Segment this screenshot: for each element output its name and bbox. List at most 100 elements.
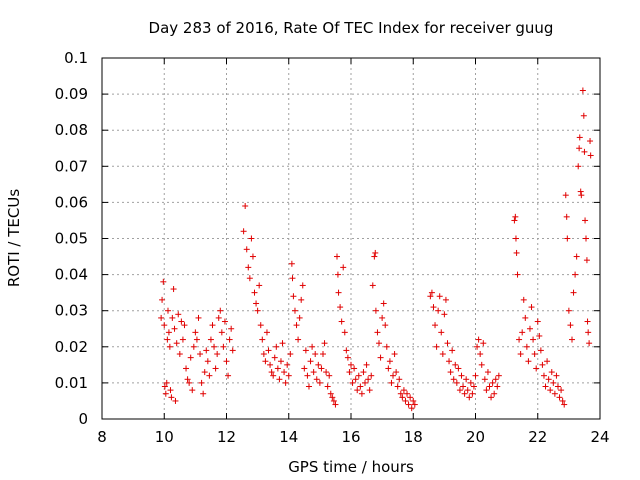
data-point <box>512 235 519 242</box>
data-point <box>531 351 538 358</box>
data-point <box>161 322 168 329</box>
data-point <box>341 329 348 336</box>
data-point <box>563 213 570 220</box>
data-point <box>427 293 434 300</box>
data-point <box>399 394 406 401</box>
data-point <box>565 307 572 314</box>
data-point <box>572 271 579 278</box>
data-point <box>548 369 555 376</box>
data-point <box>270 372 277 379</box>
data-point <box>243 246 250 253</box>
data-point <box>206 372 213 379</box>
data-point <box>291 307 298 314</box>
data-point <box>517 351 524 358</box>
data-point <box>173 340 180 347</box>
y-axis-label: ROTI / TECUs <box>5 189 23 287</box>
data-point <box>452 361 459 368</box>
data-point <box>446 358 453 365</box>
data-point <box>453 379 460 386</box>
data-point <box>400 387 407 394</box>
data-point <box>315 361 322 368</box>
data-point <box>447 369 454 376</box>
data-point <box>354 387 361 394</box>
data-point <box>193 336 200 343</box>
data-point <box>254 307 261 314</box>
data-point <box>520 296 527 303</box>
data-point <box>273 343 280 350</box>
data-point <box>337 304 344 311</box>
data-point <box>316 379 323 386</box>
data-point <box>271 354 278 361</box>
data-point <box>553 372 560 379</box>
data-point <box>218 329 225 336</box>
data-point <box>489 379 496 386</box>
x-tick-label: 14 <box>279 428 298 446</box>
data-point <box>558 387 565 394</box>
x-tick-label: 22 <box>528 428 547 446</box>
data-point <box>282 379 289 386</box>
data-point <box>329 394 336 401</box>
data-point <box>483 387 490 394</box>
data-point <box>262 358 269 365</box>
data-point <box>576 145 583 152</box>
data-point <box>514 271 521 278</box>
data-point <box>259 336 266 343</box>
data-point <box>346 369 353 376</box>
data-point <box>161 383 168 390</box>
data-point <box>363 361 370 368</box>
data-point <box>495 372 502 379</box>
data-point <box>171 325 178 332</box>
data-point <box>393 369 400 376</box>
data-point <box>430 304 437 311</box>
data-point <box>554 383 561 390</box>
data-point <box>578 192 585 199</box>
data-point <box>394 383 401 390</box>
data-point <box>323 369 330 376</box>
data-point <box>221 318 228 325</box>
data-point <box>326 372 333 379</box>
data-point <box>539 361 546 368</box>
data-point <box>475 336 482 343</box>
axis-ticks <box>101 57 601 420</box>
data-point <box>461 390 468 397</box>
data-point <box>582 217 589 224</box>
data-point <box>512 213 519 220</box>
data-point <box>305 383 312 390</box>
data-point <box>581 148 588 155</box>
y-tick-label: 0.08 <box>55 121 88 139</box>
data-point <box>432 322 439 329</box>
data-point <box>240 228 247 235</box>
data-point <box>267 361 274 368</box>
data-point <box>355 372 362 379</box>
data-point <box>576 134 583 141</box>
data-point <box>204 358 211 365</box>
data-point <box>377 354 384 361</box>
data-point <box>302 347 309 354</box>
data-point <box>410 397 417 404</box>
data-point <box>301 365 308 372</box>
data-point <box>450 376 457 383</box>
data-point <box>580 112 587 119</box>
data-point <box>310 369 317 376</box>
data-point <box>197 351 204 358</box>
data-point <box>438 329 445 336</box>
x-tick-label: 12 <box>217 428 236 446</box>
data-point <box>488 394 495 401</box>
data-point <box>551 390 558 397</box>
data-point <box>584 318 591 325</box>
data-point <box>192 329 199 336</box>
data-point <box>544 358 551 365</box>
data-point <box>200 390 207 397</box>
data-point <box>519 329 526 336</box>
data-point <box>332 401 339 408</box>
data-point <box>358 390 365 397</box>
data-point <box>265 347 272 354</box>
data-point <box>226 336 233 343</box>
data-point <box>570 289 577 296</box>
data-point <box>396 376 403 383</box>
data-point <box>455 365 462 372</box>
data-point <box>183 365 190 372</box>
data-point <box>246 275 253 282</box>
data-point <box>277 358 284 365</box>
